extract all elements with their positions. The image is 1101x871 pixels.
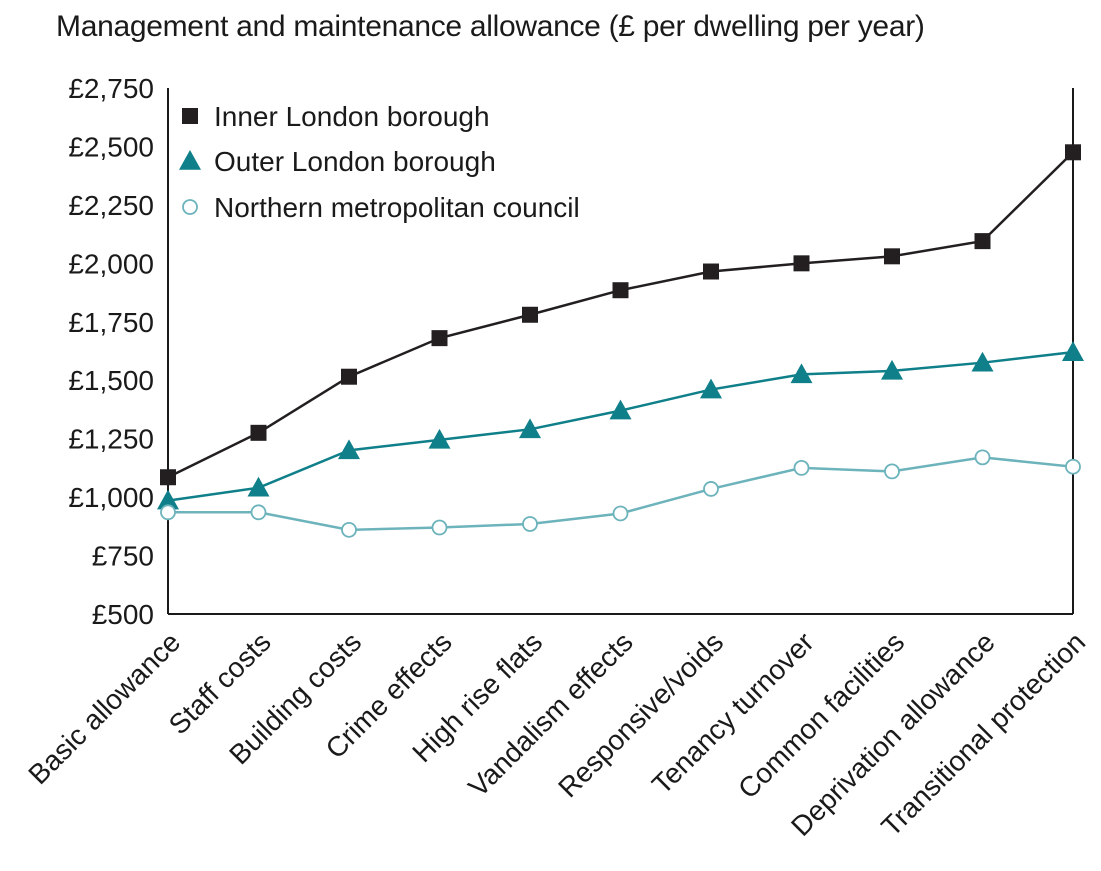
series-triangle xyxy=(157,341,1084,510)
data-point-circle xyxy=(884,463,900,480)
data-point-circle xyxy=(793,459,810,476)
data-point-triangle xyxy=(519,418,541,439)
data-point-triangle xyxy=(609,399,632,420)
x-tick-label: Tenancy turnover xyxy=(646,626,820,800)
data-point-triangle xyxy=(157,489,179,510)
data-point-square xyxy=(612,282,629,299)
data-point-triangle xyxy=(790,363,813,384)
legend-label: Inner London borough xyxy=(214,101,490,132)
y-tick-label: £1,000 xyxy=(68,482,154,513)
data-point-square xyxy=(974,233,991,250)
chart-title: Management and maintenance allowance (£ … xyxy=(56,10,925,43)
data-point-circle xyxy=(250,504,267,521)
legend-label: Outer London borough xyxy=(214,146,496,177)
y-tick-label: £2,000 xyxy=(68,248,154,279)
data-point-triangle xyxy=(1062,341,1084,361)
series-circle xyxy=(160,449,1081,538)
y-tick-label: £2,250 xyxy=(68,190,154,221)
data-point-square xyxy=(793,255,810,272)
data-point-square xyxy=(1065,144,1081,161)
data-point-circle xyxy=(431,519,448,536)
y-tick-label: £1,250 xyxy=(68,424,154,455)
data-point-circle xyxy=(974,449,991,466)
data-point-triangle xyxy=(971,351,994,372)
data-point-triangle xyxy=(428,428,451,449)
data-point-circle xyxy=(160,504,176,521)
data-point-square xyxy=(250,424,267,441)
data-point-triangle xyxy=(247,476,270,497)
data-point-triangle xyxy=(338,439,360,460)
data-point-circle xyxy=(341,521,357,538)
data-point-square xyxy=(341,368,357,385)
x-tick-label: Common facilities xyxy=(732,626,910,804)
data-point-square xyxy=(431,330,448,347)
y-tick-label: £1,500 xyxy=(68,365,154,396)
y-tick-label: £500 xyxy=(92,599,154,630)
y-tick-label: £750 xyxy=(92,541,154,572)
data-point-square xyxy=(703,263,719,280)
y-tick-label: £2,750 xyxy=(68,73,154,104)
x-tick-label: Responsive/voids xyxy=(552,626,729,803)
y-tick-label: £1,750 xyxy=(68,307,154,338)
x-tick-label: Basic allowance xyxy=(22,626,186,790)
data-point-square xyxy=(522,306,538,323)
y-axis-labels: £500 £750 £1,000 £1,250 £1,500 £1,750 £2,000 £2… xyxy=(68,73,154,630)
series-line xyxy=(167,350,1074,502)
data-point-circle xyxy=(1065,458,1081,475)
legend-marker-square xyxy=(182,108,198,124)
legend-label: Northern metropolitan council xyxy=(214,192,580,223)
data-point-triangle xyxy=(881,359,903,380)
series-square xyxy=(160,144,1081,486)
data-point-square xyxy=(160,469,176,486)
x-tick-label: Vandalism effects xyxy=(462,626,638,802)
data-point-square xyxy=(884,248,900,265)
data-point-circle xyxy=(522,516,538,532)
legend: Inner London borough Outer London borough… xyxy=(179,101,580,223)
data-point-circle xyxy=(612,505,629,522)
series-layer xyxy=(157,144,1084,538)
legend-marker-circle xyxy=(182,199,198,215)
data-point-circle xyxy=(703,481,719,497)
legend-marker-triangle xyxy=(179,150,201,170)
data-point-triangle xyxy=(700,378,722,399)
y-tick-label: £2,500 xyxy=(68,131,154,162)
